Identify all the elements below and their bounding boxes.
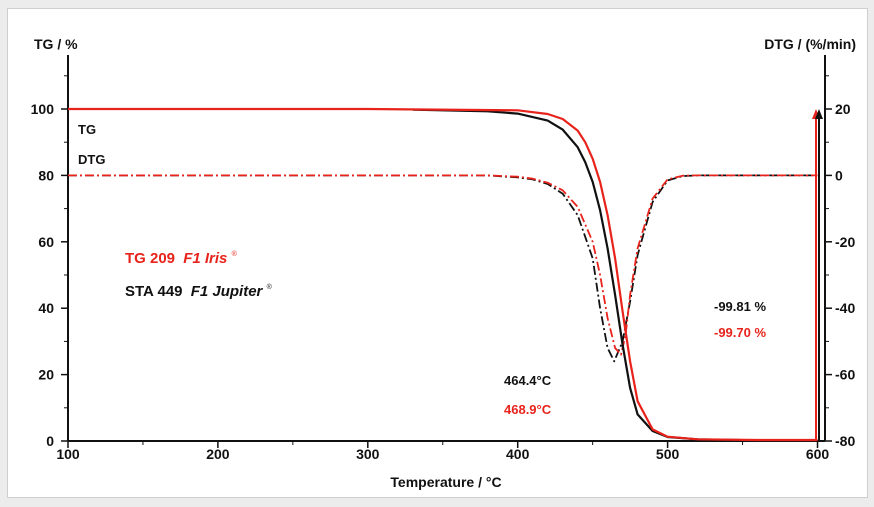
dtg-curve-label: DTG (78, 152, 105, 167)
x-tick-labels: 100 200 300 400 500 600 (56, 446, 829, 462)
x-tick-200: 200 (206, 446, 230, 462)
tg-curve-label: TG (78, 122, 96, 137)
right-tick-20: 20 (835, 101, 851, 117)
left-tick-60: 60 (38, 234, 54, 250)
tg-series-red (68, 107, 818, 442)
right-tick-minus20: -20 (835, 234, 855, 250)
legend-red-model: F1 Iris (183, 250, 227, 267)
left-tick-80: 80 (38, 167, 54, 183)
left-tick-100: 100 (31, 101, 55, 117)
right-tick-minus80: -80 (835, 433, 855, 449)
right-tick-minus60: -60 (835, 367, 855, 383)
x-tick-400: 400 (506, 446, 530, 462)
left-tick-0: 0 (46, 433, 54, 449)
left-tick-40: 40 (38, 300, 54, 316)
series-layer (68, 107, 818, 442)
legend-black-name: STA 449 (125, 283, 183, 300)
left-axis-title: TG / % (34, 36, 78, 52)
x-tick-600: 600 (806, 446, 830, 462)
right-tick-minus40: -40 (835, 300, 855, 316)
legend-black-mark: ® (267, 283, 273, 291)
peak-black-label: 464.4°C (504, 373, 552, 388)
dtg-series-black (68, 174, 818, 363)
x-tick-500: 500 (656, 446, 680, 462)
x-tick-300: 300 (356, 446, 380, 462)
x-tick-100: 100 (56, 446, 80, 462)
legend-red-name: TG 209 (125, 250, 175, 267)
left-tick-labels: 0 20 40 60 80 100 (31, 101, 55, 449)
x-axis-title: Temperature / °C (390, 474, 501, 490)
mass-loss-arrowhead-black (815, 109, 823, 119)
mass-loss-red-label: -99.70 % (714, 325, 766, 340)
dtg-series-red (68, 174, 818, 356)
mass-loss-black-label: -99.81 % (714, 299, 766, 314)
right-axis-title: DTG / (%/min) (764, 36, 856, 52)
legend-black: STA 449 F1 Jupiter ® (125, 283, 273, 300)
peak-red-label: 468.9°C (504, 402, 552, 417)
legend-red: TG 209 F1 Iris ® (125, 250, 238, 267)
legend: TG 209 F1 Iris ® STA 449 F1 Jupiter ® (125, 250, 273, 300)
tg-series-black (412, 108, 818, 442)
tg-dtg-chart: TG / % DTG / (%/min) Temperature / °C 10… (31, 36, 856, 490)
left-tick-20: 20 (38, 367, 54, 383)
mass-loss-arrows (812, 109, 823, 441)
axis-minor-ticks (64, 75, 829, 445)
right-tick-0: 0 (835, 167, 843, 183)
right-tick-labels: -80 -60 -40 -20 0 20 (835, 101, 855, 449)
legend-red-mark: ® (232, 250, 238, 258)
chart-frame: TG / % DTG / (%/min) Temperature / °C 10… (7, 8, 868, 498)
axis-ticks (61, 108, 832, 448)
legend-black-model: F1 Jupiter (191, 283, 264, 300)
